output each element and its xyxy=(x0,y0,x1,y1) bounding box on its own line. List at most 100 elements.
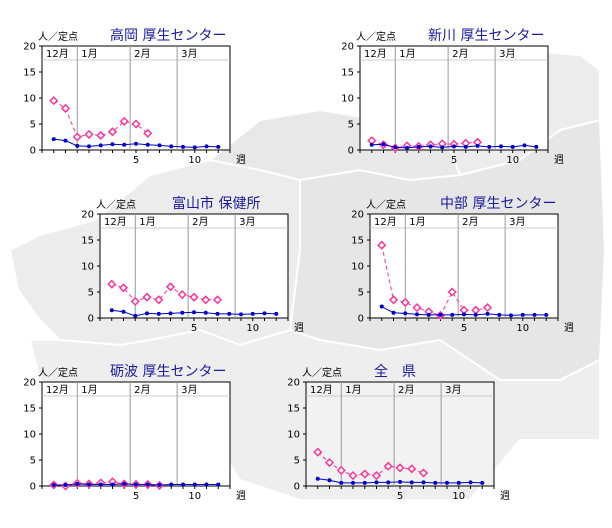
current-season-point xyxy=(63,138,68,143)
x-axis-unit: 週 xyxy=(236,154,246,166)
current-season-point xyxy=(393,145,398,150)
month-label: 12月 xyxy=(46,384,69,396)
current-season-point xyxy=(499,144,503,149)
chart-title: 中部 厚生センター xyxy=(440,196,556,212)
month-label: 3月 xyxy=(239,216,255,228)
y-tick-label: 5 xyxy=(358,288,364,299)
current-season-point xyxy=(145,311,149,316)
current-season-point xyxy=(227,311,232,316)
previous-season-point xyxy=(72,132,82,142)
y-tick-label: 15 xyxy=(23,68,36,79)
month-label: 12月 xyxy=(374,216,397,228)
y-tick-label: 10 xyxy=(81,262,94,273)
current-season-point xyxy=(452,144,456,149)
current-season-point xyxy=(75,481,80,486)
current-season-point xyxy=(181,144,185,149)
month-label: 2月 xyxy=(462,216,478,228)
previous-season-point xyxy=(131,119,141,129)
x-axis-unit: 週 xyxy=(236,490,246,502)
plot-area xyxy=(99,213,289,319)
current-season-point xyxy=(339,480,344,485)
x-tick-label: 5 xyxy=(397,491,403,502)
y-tick-label: 0 xyxy=(30,146,36,157)
previous-season-point xyxy=(49,96,59,106)
previous-season-point xyxy=(212,295,223,305)
chart-title: 高岡 厚生センター xyxy=(110,27,226,44)
current-season-point xyxy=(403,311,408,316)
current-season-point xyxy=(362,480,367,485)
current-season-point xyxy=(445,480,449,485)
current-season-point xyxy=(274,311,279,316)
current-season-point xyxy=(428,144,433,149)
current-season-point xyxy=(381,142,386,147)
month-label: 2月 xyxy=(398,384,414,396)
plot-area xyxy=(41,381,231,487)
x-tick-label: 10 xyxy=(452,491,465,502)
month-label: 12月 xyxy=(310,384,333,396)
y-tick-label: 20 xyxy=(341,42,354,53)
y-tick-label: 20 xyxy=(81,210,94,221)
previous-season-point xyxy=(119,116,129,126)
current-season-point xyxy=(156,311,161,316)
current-season-point xyxy=(51,482,56,487)
x-tick-label: 10 xyxy=(246,323,259,334)
current-season-point xyxy=(398,479,402,484)
month-label: 3月 xyxy=(509,216,525,228)
current-season-point xyxy=(122,142,127,147)
month-label: 2月 xyxy=(452,48,468,60)
x-tick-label: 5 xyxy=(451,155,457,166)
previous-season-point xyxy=(107,127,118,137)
current-season-point xyxy=(468,480,473,485)
current-season-point xyxy=(433,480,438,485)
previous-season-point xyxy=(407,464,417,474)
current-season-point xyxy=(369,142,374,147)
previous-season-point xyxy=(360,469,370,479)
chart-panel-3: 12月 1月 2月 3月 0 5 10 15 20 5 10 週 人／定点 富山市 保健所 xyxy=(81,195,304,334)
current-season-point xyxy=(63,482,68,487)
previous-season-point xyxy=(118,283,129,293)
y-tick-label: 5 xyxy=(30,456,36,467)
previous-season-point xyxy=(418,468,429,478)
month-label: 2月 xyxy=(134,384,150,396)
current-season-point xyxy=(180,310,185,315)
previous-season-point xyxy=(482,303,493,313)
month-label: 2月 xyxy=(134,48,150,60)
x-tick-label: 5 xyxy=(191,323,197,334)
previous-season-point xyxy=(189,292,199,302)
current-season-point xyxy=(544,312,549,317)
current-season-point xyxy=(157,143,162,148)
previous-season-point xyxy=(336,465,346,475)
chart-title: 富山市 保健所 xyxy=(172,195,260,212)
y-tick-label: 15 xyxy=(341,68,354,79)
current-season-point xyxy=(134,141,138,146)
month-label: 1月 xyxy=(81,384,97,396)
chart-title: 新川 厚生センター xyxy=(428,28,544,44)
current-season-point xyxy=(98,482,103,487)
month-label: 12月 xyxy=(104,216,127,228)
current-season-point xyxy=(110,482,115,487)
previous-season-point xyxy=(84,129,94,139)
current-season-point xyxy=(509,313,513,318)
chart-panel-1: 12月 1月 2月 3月 0 5 10 15 20 5 10 週 人／定点 高岡 厚生センター xyxy=(23,27,246,166)
x-tick-label: 10 xyxy=(188,155,201,166)
month-label: 3月 xyxy=(181,48,197,60)
current-season-point xyxy=(192,482,197,487)
y-tick-label: 10 xyxy=(341,94,354,105)
previous-season-point xyxy=(96,130,106,141)
current-season-point xyxy=(416,144,421,149)
current-season-point xyxy=(421,480,426,485)
current-season-point xyxy=(426,312,431,317)
current-season-point xyxy=(386,480,391,485)
current-season-point xyxy=(497,312,502,317)
y-tick-label: 20 xyxy=(351,210,364,221)
current-season-point xyxy=(192,310,196,315)
x-axis-unit: 週 xyxy=(500,490,510,502)
current-season-point xyxy=(391,310,396,315)
y-tick-label: 0 xyxy=(348,146,354,157)
current-season-point xyxy=(473,312,478,317)
y-tick-label: 5 xyxy=(30,120,36,131)
chart-panel-6: 12月 1月 2月 3月 0 5 10 15 20 5 10 週 人／定点 全 県 xyxy=(287,363,510,502)
current-season-point xyxy=(168,311,173,316)
